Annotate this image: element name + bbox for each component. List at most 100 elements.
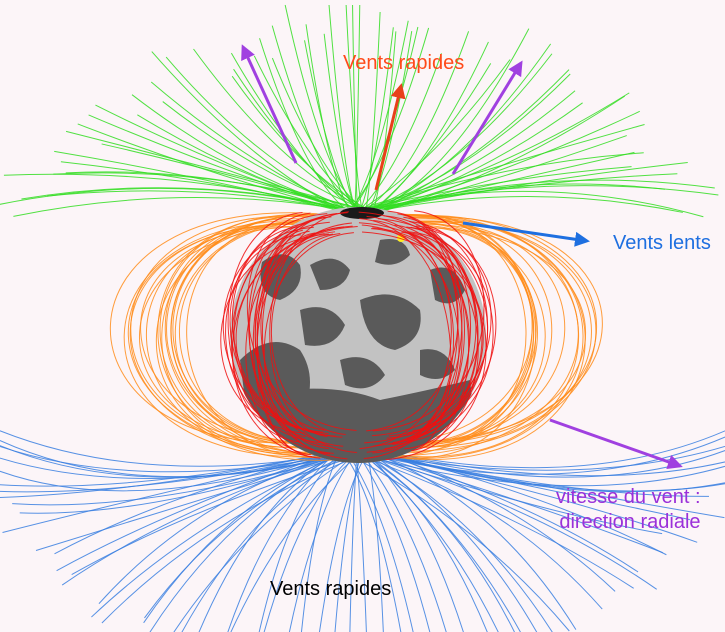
north-field-line — [368, 196, 683, 214]
south-field-line — [144, 449, 361, 619]
north-field-lines — [0, 4, 719, 218]
south-field-line — [339, 449, 570, 632]
south-field-line — [371, 449, 639, 573]
red-loop — [256, 229, 303, 453]
south-field-line — [101, 449, 376, 624]
south-field-line — [343, 449, 725, 487]
north-field-line — [367, 43, 552, 214]
orange-loop — [364, 224, 579, 457]
red-loop — [233, 212, 348, 431]
south-field-line — [366, 449, 384, 632]
slow-winds-label: Vents lents — [613, 232, 711, 254]
orange-loop — [156, 220, 355, 456]
south-field-line — [0, 449, 343, 487]
wind-speed-line1: vitesse du vent : — [556, 486, 701, 508]
fast-wind-arrow-icon — [374, 83, 406, 191]
south-field-line — [181, 449, 357, 632]
south-field-lines — [0, 430, 725, 632]
north-field-line — [54, 150, 349, 214]
red-loop — [372, 225, 492, 437]
north-field-line — [259, 38, 351, 214]
south-field-line — [370, 449, 725, 477]
north-field-line — [150, 81, 357, 214]
arrows — [241, 44, 683, 470]
red-loop — [220, 233, 329, 434]
north-pole-cap — [340, 207, 384, 219]
north-field-line — [345, 4, 363, 214]
orange-loop — [174, 219, 354, 443]
south-field-line — [345, 449, 634, 589]
orange-loop — [161, 222, 328, 454]
red-loop — [269, 211, 349, 438]
south-field-line — [0, 449, 365, 479]
red-loop — [373, 220, 455, 450]
north-field-line — [358, 53, 553, 214]
orange-loop — [159, 214, 337, 454]
red-loop — [361, 224, 460, 434]
south-field-line — [230, 449, 365, 632]
south-field-line — [35, 449, 363, 551]
closed-loops-red — [220, 210, 497, 461]
wind-speed-radial-label: vitesse du vent : direction radiale — [556, 485, 701, 535]
orange-loop — [390, 214, 537, 459]
north-field-line — [233, 68, 366, 214]
orange-loop — [384, 224, 538, 448]
slow-wind-arrow-icon — [462, 221, 590, 247]
red-loop — [409, 221, 489, 432]
north-field-line — [354, 4, 361, 214]
north-field-line — [360, 31, 470, 214]
red-loop — [392, 231, 494, 445]
south-field-line — [357, 449, 499, 632]
orange-loop — [170, 214, 347, 445]
red-loop — [260, 212, 357, 454]
south-field-line — [98, 449, 349, 604]
north-field-line — [363, 161, 688, 214]
north-field-line — [305, 24, 352, 214]
north-field-line — [231, 75, 375, 214]
south-field-line — [143, 449, 349, 624]
south-field-line — [345, 449, 414, 632]
fast-winds-top-label: Vents rapides — [343, 52, 465, 74]
orange-loop — [109, 212, 333, 444]
south-field-line — [351, 449, 663, 535]
south-field-line — [376, 430, 725, 469]
north-field-line — [359, 27, 394, 214]
south-field-line — [348, 445, 725, 471]
north-field-line — [230, 52, 359, 214]
north-field-line — [347, 166, 632, 214]
north-field-line — [356, 53, 442, 214]
north-field-line — [347, 124, 645, 214]
red-loop — [358, 222, 487, 461]
south-field-line — [56, 449, 341, 572]
south-field-line — [0, 449, 346, 492]
south-field-line — [71, 449, 377, 575]
south-field-line — [198, 449, 344, 632]
south-field-line — [359, 449, 521, 632]
orange-loop — [367, 221, 546, 442]
orange-loop — [371, 216, 603, 443]
north-field-line — [328, 4, 357, 214]
south-field-line — [354, 449, 690, 521]
north-field-line — [131, 94, 362, 214]
north-field-line — [65, 171, 361, 214]
north-field-line — [95, 104, 354, 214]
red-loop — [245, 231, 336, 456]
north-field-line — [348, 26, 419, 214]
red-loop — [406, 226, 479, 439]
north-field-line — [151, 51, 348, 214]
north-field-line — [357, 73, 571, 214]
fast-winds-bottom-label: Vents rapides — [270, 578, 392, 600]
orange-loop — [371, 213, 535, 454]
south-field-line — [173, 449, 362, 632]
north-field-line — [356, 190, 704, 218]
orange-loop — [378, 214, 598, 446]
south-field-line — [350, 449, 657, 590]
south-field-line — [357, 449, 553, 632]
south-field-line — [54, 449, 344, 555]
south-field-line — [263, 449, 360, 632]
red-loop — [372, 210, 471, 454]
north-field-line — [165, 56, 376, 214]
red-loop — [372, 210, 485, 432]
